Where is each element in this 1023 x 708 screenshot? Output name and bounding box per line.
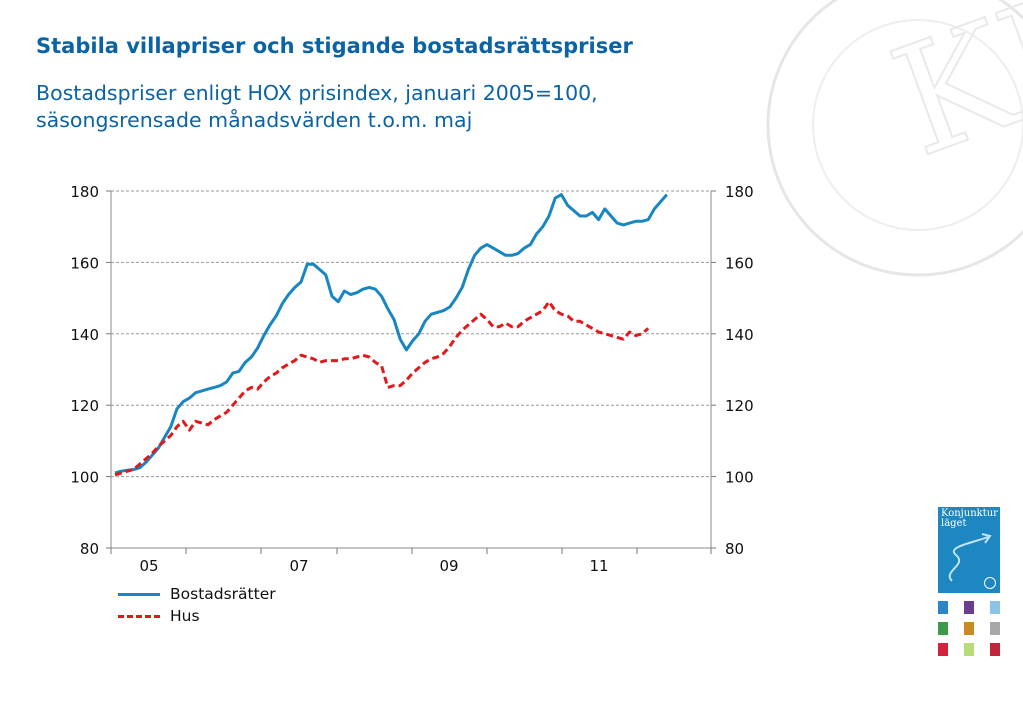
cover-badge-icon bbox=[984, 577, 996, 589]
chart-series bbox=[114, 193, 668, 477]
x-tick-label: 07 bbox=[289, 557, 308, 575]
cover-title-line-1: Konjunktur bbox=[941, 508, 998, 519]
legend-item-hus: Hus bbox=[118, 605, 276, 627]
y-tick-label-left: 100 bbox=[70, 469, 99, 487]
y-tick-label-right: 120 bbox=[725, 397, 754, 415]
page-title: Stabila villapriser och stigande bostads… bbox=[36, 34, 633, 58]
y-tick-label-left: 160 bbox=[70, 254, 99, 272]
chart-legend: Bostadsrätter Hus bbox=[118, 583, 276, 627]
report-thumbnail bbox=[964, 622, 974, 635]
y-tick-label-right: 180 bbox=[725, 183, 754, 201]
subtitle-line-1: Bostadspriser enligt HOX prisindex, janu… bbox=[36, 81, 598, 105]
y-tick-label-left: 180 bbox=[70, 183, 99, 201]
legend-label-hus: Hus bbox=[170, 607, 200, 625]
report-thumbnail bbox=[938, 643, 948, 656]
grid-lines bbox=[111, 190, 711, 478]
legend-label-bostadsratter: Bostadsrätter bbox=[170, 585, 276, 603]
legend-item-bostadsratter: Bostadsrätter bbox=[118, 583, 276, 605]
y-tick-label-left: 140 bbox=[70, 326, 99, 344]
legend-swatch-solid bbox=[118, 592, 160, 596]
cover-title-line-2: läget bbox=[941, 518, 967, 529]
institute-seal-watermark: KI bbox=[766, 0, 1023, 277]
y-tick-label-left: 80 bbox=[80, 540, 99, 558]
x-tick-label: 05 bbox=[139, 557, 158, 575]
tick-labels: 80 80 100 100 120 120 140 140 160 160 180 180 05 07 09… bbox=[70, 183, 753, 575]
y-tick-label-right: 140 bbox=[725, 326, 754, 344]
y-tick-label-right: 160 bbox=[725, 254, 754, 272]
chart-subtitle: Bostadspriser enligt HOX prisindex, janu… bbox=[36, 80, 598, 134]
report-thumbnail bbox=[990, 622, 1000, 635]
y-tick-label-right: 100 bbox=[725, 469, 754, 487]
subtitle-line-2: säsongsrensade månadsvärden t.o.m. maj bbox=[36, 108, 473, 132]
series-line-hus bbox=[114, 300, 650, 477]
konjunkturlaget-cover: Konjunktur läget bbox=[938, 507, 1000, 593]
y-tick-label-right: 80 bbox=[725, 540, 744, 558]
report-thumbnail bbox=[990, 643, 1000, 656]
x-tick-label: 11 bbox=[589, 557, 608, 575]
y-tick-label-left: 120 bbox=[70, 397, 99, 415]
report-thumbnail bbox=[938, 622, 948, 635]
chart-axes bbox=[106, 190, 716, 554]
x-tick-label: 09 bbox=[439, 557, 458, 575]
legend-swatch-dashed bbox=[118, 614, 160, 618]
cover-arrow-graphic bbox=[948, 533, 992, 582]
series-line-bostadsratter bbox=[114, 193, 668, 475]
report-thumbnail bbox=[990, 601, 1000, 614]
cover-title: Konjunktur läget bbox=[941, 509, 998, 529]
report-thumbnail bbox=[964, 643, 974, 656]
report-thumbnail bbox=[938, 601, 948, 614]
report-thumbnail bbox=[964, 601, 974, 614]
